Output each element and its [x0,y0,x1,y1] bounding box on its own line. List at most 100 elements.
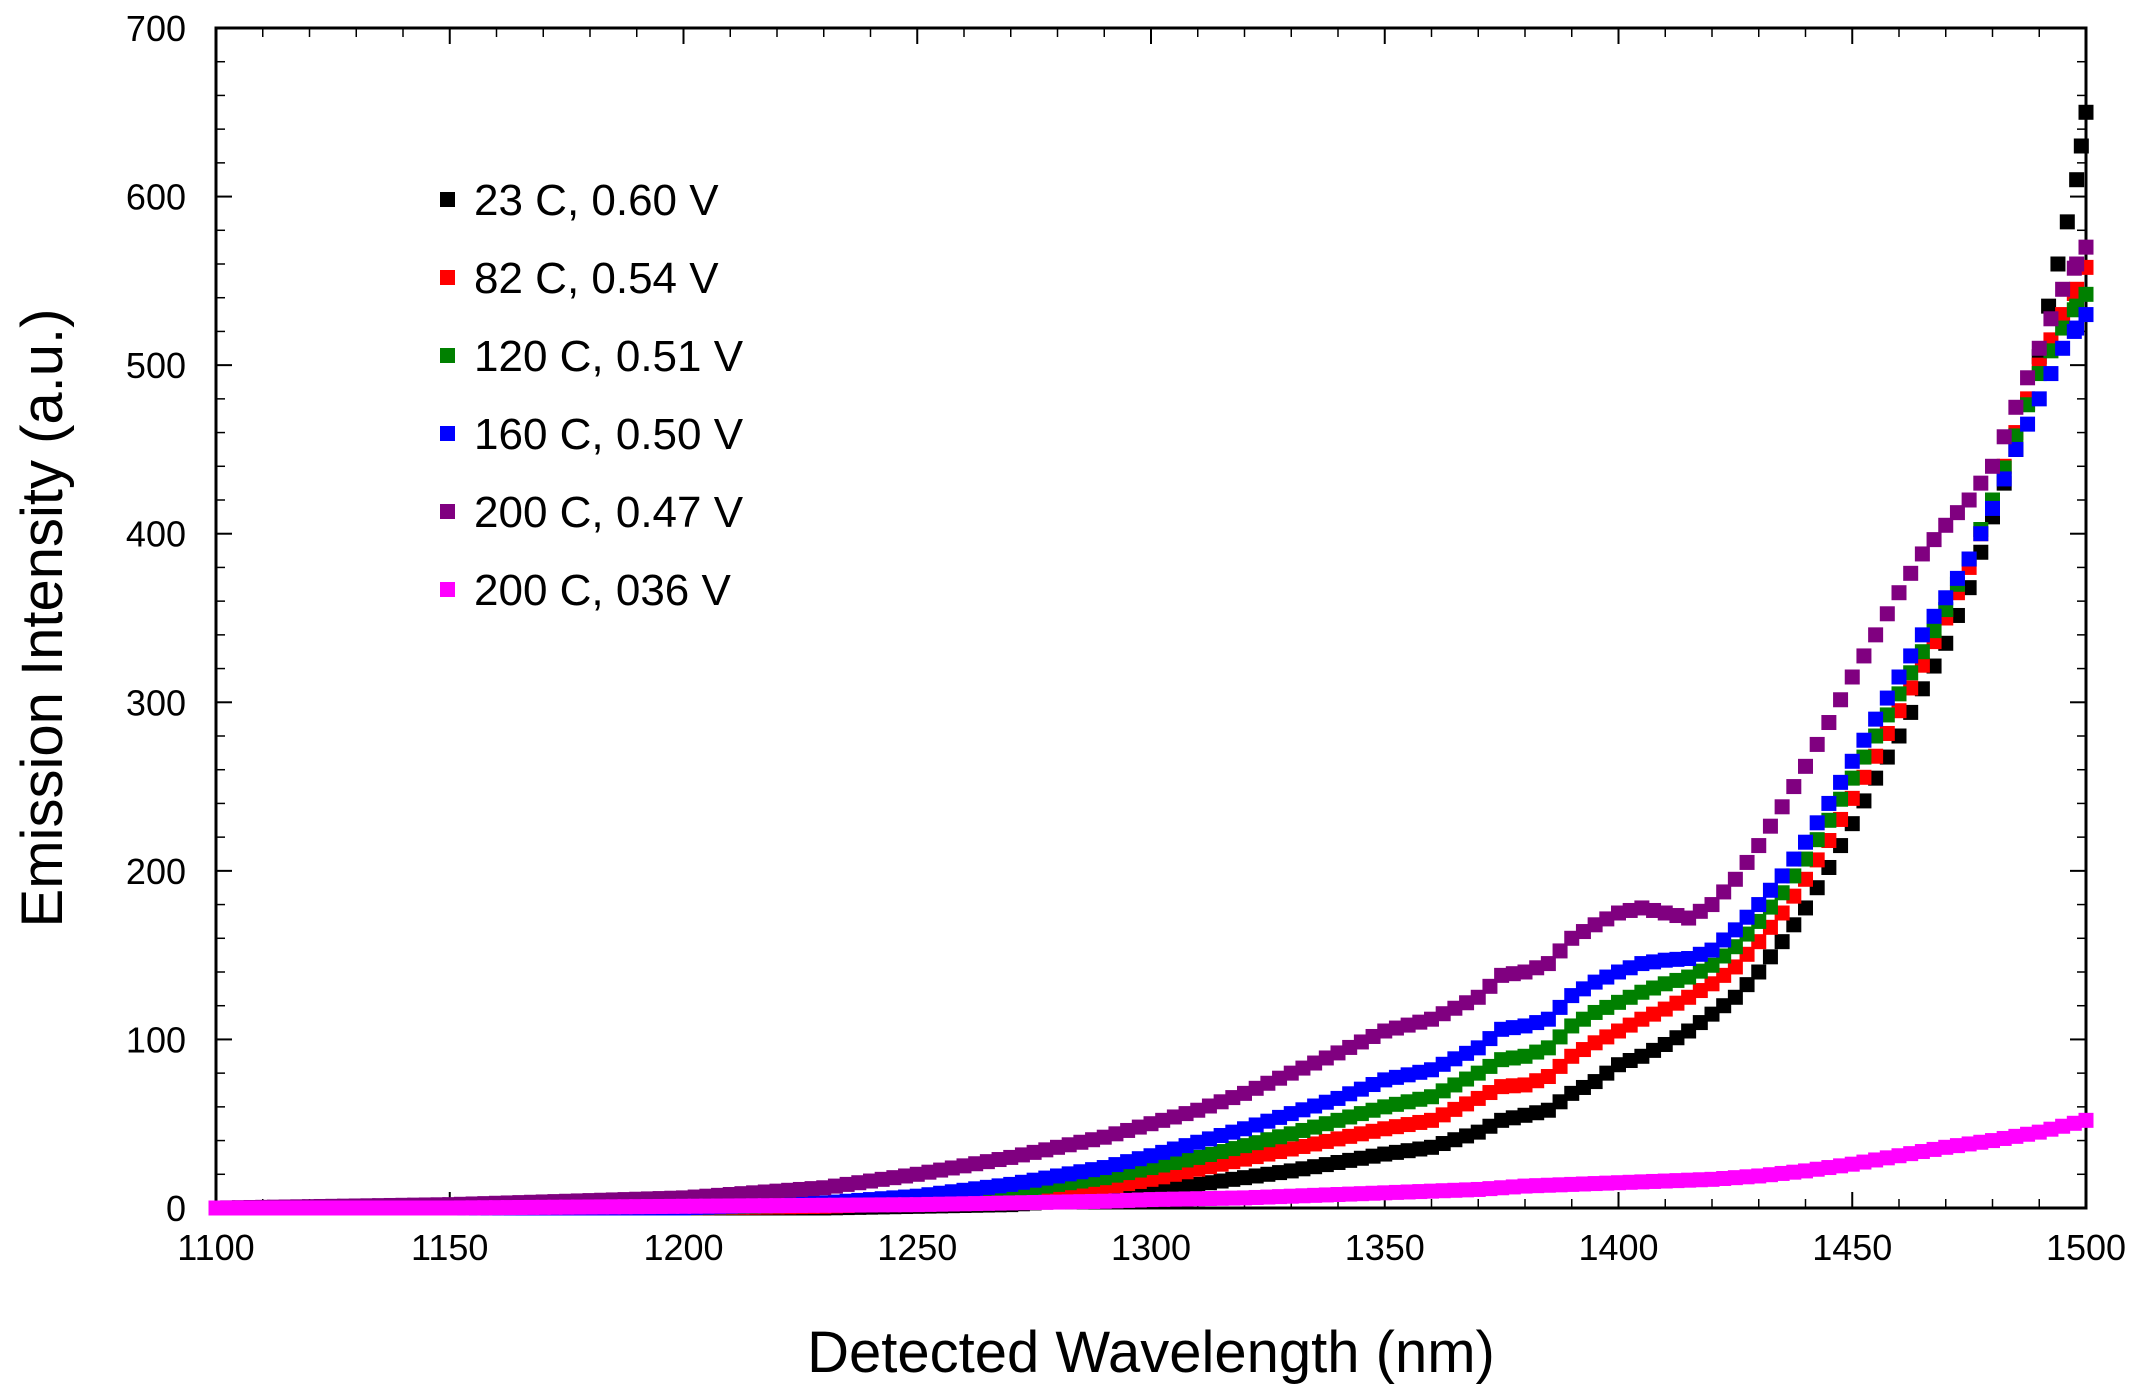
data-point [2008,1128,2024,1144]
data-point [1868,627,1884,643]
data-point [1903,665,1919,681]
data-point [1704,942,1720,958]
data-point [1412,1064,1428,1080]
data-point [1400,1117,1416,1133]
data-point [1564,1048,1580,1064]
data-point [1400,1184,1416,1200]
data-point [1073,1194,1089,1210]
data-point [1342,1109,1358,1125]
data-point [1131,1119,1147,1135]
legend-item: 200 C, 036 V [440,566,731,615]
data-point [1307,1119,1323,1135]
data-point [1891,703,1907,719]
data-point [1377,1146,1393,1162]
data-point [1961,551,1977,567]
data-point [1190,1149,1206,1165]
data-point [1260,1132,1276,1148]
data-point [1716,932,1732,948]
data-point [734,1198,750,1214]
data-point [1739,977,1755,993]
data-point [1821,833,1837,849]
data-point [1388,1020,1404,1036]
x-tick-label: 1500 [2046,1227,2126,1268]
data-point [1599,999,1615,1015]
data-point [500,1200,516,1216]
data-point [827,1197,843,1213]
data-point [1681,1023,1697,1039]
data-point [2055,320,2071,336]
data-point [1996,471,2012,487]
data-point [1330,1090,1346,1106]
data-point [477,1200,493,1216]
data-point [1459,1071,1475,1087]
data-point [1318,1094,1334,1110]
data-point [1669,1030,1685,1046]
data-point [547,1199,563,1215]
data-point [1377,1023,1393,1039]
legend-item: 120 C, 0.51 V [440,332,744,381]
data-point [1447,1077,1463,1093]
data-point [1318,1157,1334,1173]
data-point [2043,311,2059,327]
data-point [1517,1018,1533,1034]
data-point [220,1200,236,1216]
data-point [1622,1053,1638,1068]
legend-label: 120 C, 0.51 V [474,332,744,381]
data-point [2008,441,2024,457]
data-point [664,1198,680,1214]
y-tick-label: 400 [126,514,186,555]
data-point [1435,1107,1451,1123]
data-point [921,1164,937,1180]
data-point [2043,366,2059,382]
data-point [1061,1166,1077,1182]
data-point [1248,1080,1264,1096]
data-point [1272,1165,1288,1181]
data-point [968,1196,984,1212]
data-point [617,1199,633,1215]
data-point [863,1197,878,1213]
data-point [1166,1166,1182,1182]
data-point [1482,1058,1498,1074]
data-point [2055,281,2071,297]
data-point [1318,1133,1334,1149]
data-point [1143,1171,1159,1187]
data-point [1213,1173,1229,1189]
data-point [1669,972,1685,988]
data-point [1669,908,1685,924]
data-point [2043,1121,2059,1137]
data-point [1388,1144,1404,1160]
data-point [1003,1149,1019,1165]
data-point [1821,715,1837,731]
data-point [2073,138,2089,154]
data-point [676,1198,691,1214]
data-point [1529,960,1545,976]
data-point [1657,952,1673,968]
data-point [1412,1114,1428,1130]
data-point [1166,1154,1182,1170]
data-point [1879,690,1895,706]
data-point [1891,728,1907,744]
data-point [255,1200,271,1216]
data-point [1646,954,1662,970]
data-point [1353,1106,1369,1122]
data-point [1120,1122,1136,1138]
data-point [1903,680,1919,696]
data-point [1307,1098,1323,1114]
data-point [1611,1057,1626,1073]
data-point [1751,1168,1767,1184]
data-point [1365,1185,1381,1201]
data-point [1868,1152,1884,1168]
data-point [1879,725,1895,741]
data-point [1879,1150,1895,1166]
y-tick-label: 600 [126,177,186,218]
data-point [1774,885,1790,901]
data-point [1739,854,1755,870]
data-point [1914,627,1930,643]
data-point [1283,1163,1299,1179]
data-point [2031,340,2047,356]
data-point [1879,606,1895,622]
data-point [442,1200,458,1216]
data-point [1692,1172,1708,1188]
data-point [407,1200,423,1216]
